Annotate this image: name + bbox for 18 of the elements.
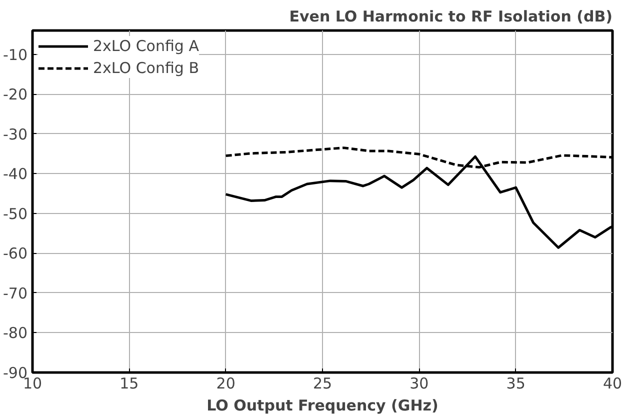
- x-tick-label: 20: [216, 374, 236, 392]
- y-tick-label: -40: [3, 165, 28, 184]
- x-tick-label: 25: [312, 374, 332, 392]
- y-tick-label: -80: [3, 324, 28, 342]
- x-tick-label: 35: [506, 374, 526, 392]
- x-tick-label: 15: [120, 374, 139, 392]
- y-tick-label: -50: [3, 204, 28, 223]
- y-tick-label: -10: [3, 46, 28, 64]
- y-tick-label: -20: [3, 86, 28, 104]
- legend-label: 2xLO Config B: [93, 59, 200, 77]
- y-tick-label: -60: [3, 244, 28, 263]
- x-tick-label: 30: [410, 374, 429, 392]
- chart-title: Even LO Harmonic to RF Isolation (dB): [289, 8, 612, 26]
- x-tick-label: 40: [602, 374, 622, 392]
- y-tick-label: -30: [3, 125, 28, 144]
- x-axis-title: LO Output Frequency (GHz): [206, 396, 438, 414]
- legend-label: 2xLO Config A: [93, 37, 199, 55]
- y-tick-label: -70: [3, 284, 28, 302]
